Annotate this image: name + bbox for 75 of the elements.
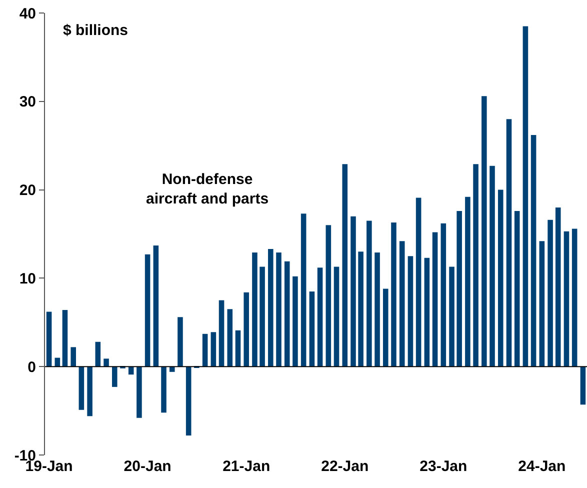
- bar: [374, 252, 380, 367]
- y-tick-label: 20: [19, 182, 36, 200]
- bar: [342, 164, 348, 367]
- bar: [252, 252, 258, 367]
- bar: [300, 214, 306, 367]
- bar: [326, 225, 332, 367]
- x-tick-label: 20-Jan: [124, 458, 172, 475]
- bar: [473, 164, 478, 367]
- bar: [334, 266, 340, 367]
- bar: [416, 198, 422, 367]
- bar: [456, 211, 462, 367]
- bar: [432, 232, 438, 367]
- bar: [424, 258, 430, 367]
- bar: [317, 268, 323, 367]
- bar: [408, 256, 414, 367]
- x-tick-label: 24-Jan: [518, 458, 566, 475]
- bar: [210, 332, 216, 367]
- bar: [366, 220, 372, 367]
- bar: [95, 342, 101, 367]
- bar: [136, 366, 142, 418]
- bar: [186, 366, 192, 436]
- bar: [580, 366, 586, 405]
- x-tick-label: 21-Jan: [222, 458, 270, 475]
- bar: [382, 288, 388, 367]
- bar: [178, 317, 183, 367]
- bar: [244, 292, 250, 367]
- bar: [112, 366, 118, 387]
- bar: [46, 312, 52, 367]
- bar: [292, 276, 298, 367]
- bar: [358, 252, 364, 367]
- bar: [522, 26, 528, 367]
- bar: [268, 249, 274, 367]
- y-tick-label: 30: [19, 94, 36, 111]
- x-tick-label: 23-Jan: [420, 458, 468, 475]
- bar: [539, 241, 545, 367]
- bar: [482, 96, 487, 367]
- bar: [440, 223, 446, 367]
- bar: [555, 207, 561, 367]
- bar: [260, 266, 265, 367]
- y-tick-label: 40: [19, 5, 36, 22]
- bar: [227, 309, 233, 367]
- bar: [309, 291, 315, 367]
- bar: [514, 211, 520, 367]
- bar: [104, 358, 109, 367]
- bar: [235, 330, 241, 367]
- y-tick-label: 0: [28, 358, 36, 376]
- bar: [399, 241, 405, 367]
- annotation: $ billions: [63, 22, 128, 39]
- bar: [169, 366, 175, 372]
- bar: [70, 347, 76, 367]
- bar: [449, 266, 454, 367]
- bar: [572, 228, 578, 367]
- bar: [490, 166, 495, 367]
- bar: [128, 366, 134, 375]
- bar: [218, 300, 224, 367]
- bar: [548, 220, 553, 367]
- bar: [350, 216, 356, 367]
- bar: [284, 261, 290, 367]
- bar: [202, 334, 208, 367]
- bar: [564, 231, 570, 367]
- annotation: Non-defense aircraft and parts: [146, 171, 269, 208]
- x-tick-label: 22-Jan: [321, 458, 369, 475]
- bar: [498, 190, 504, 367]
- bar: [465, 196, 470, 367]
- bar: [144, 254, 150, 367]
- bar: [506, 119, 512, 367]
- bar: [161, 366, 166, 413]
- bar: [78, 366, 84, 410]
- bar: [530, 134, 536, 367]
- bar: [87, 366, 92, 416]
- y-tick-label: 10: [19, 270, 36, 288]
- bar: [391, 222, 396, 367]
- bar: [62, 310, 68, 367]
- bar: [276, 252, 282, 367]
- bar: [153, 245, 159, 367]
